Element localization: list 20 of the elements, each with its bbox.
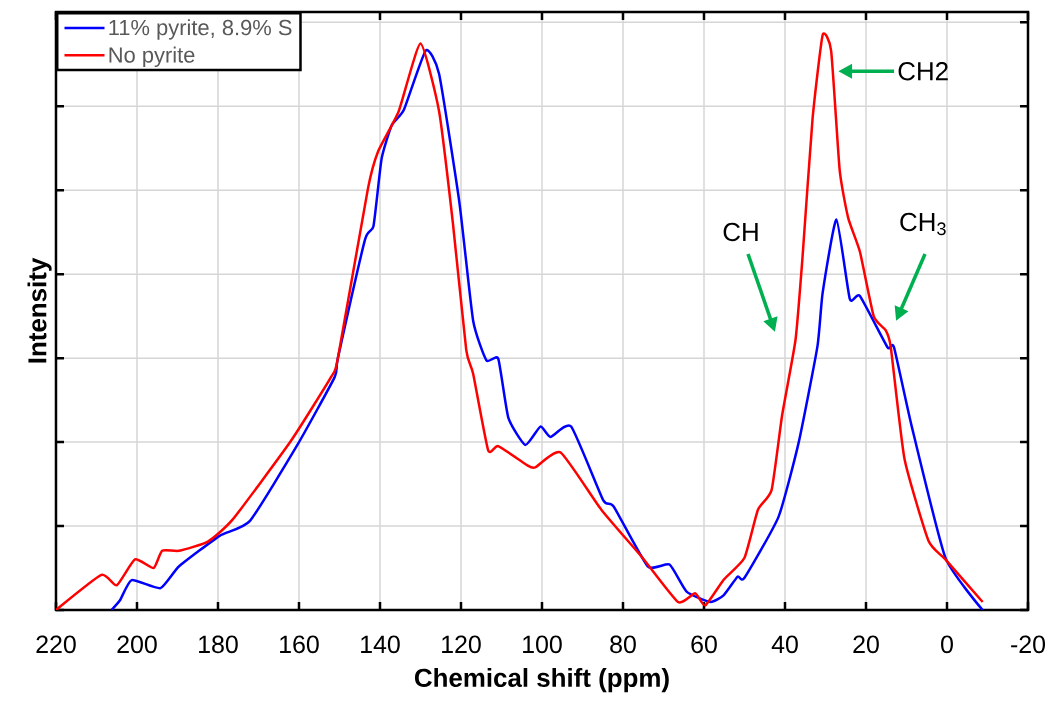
x-tick-label: 60 (691, 635, 717, 654)
x-tick-label: 80 (610, 635, 636, 654)
annotation: CH (723, 222, 758, 242)
x-tick-label: 100 (523, 635, 562, 654)
annotation: CH2 (898, 62, 948, 81)
x-tick-label: -20 (1011, 635, 1046, 654)
x-tick-label: 40 (771, 635, 798, 654)
x-tick-label: 0 (941, 635, 953, 654)
x-tick-label: 120 (442, 635, 481, 654)
x-tick-label: 160 (280, 635, 319, 654)
y-axis-title: Intensity (27, 257, 52, 363)
annotation: CH$_{3}$ (900, 212, 946, 236)
x-axis-title: Chemical shift (ppm) (414, 668, 669, 693)
x-tick-label: 200 (117, 635, 157, 654)
legend-label: 11% pyrite, 8.9% S (109, 19, 292, 40)
x-tick-label: 140 (361, 635, 400, 654)
x-tick-label: 180 (199, 635, 238, 654)
legend-label: No pyrite (109, 46, 195, 68)
x-tick-label: 220 (36, 635, 76, 654)
x-tick-label: 20 (853, 635, 879, 654)
